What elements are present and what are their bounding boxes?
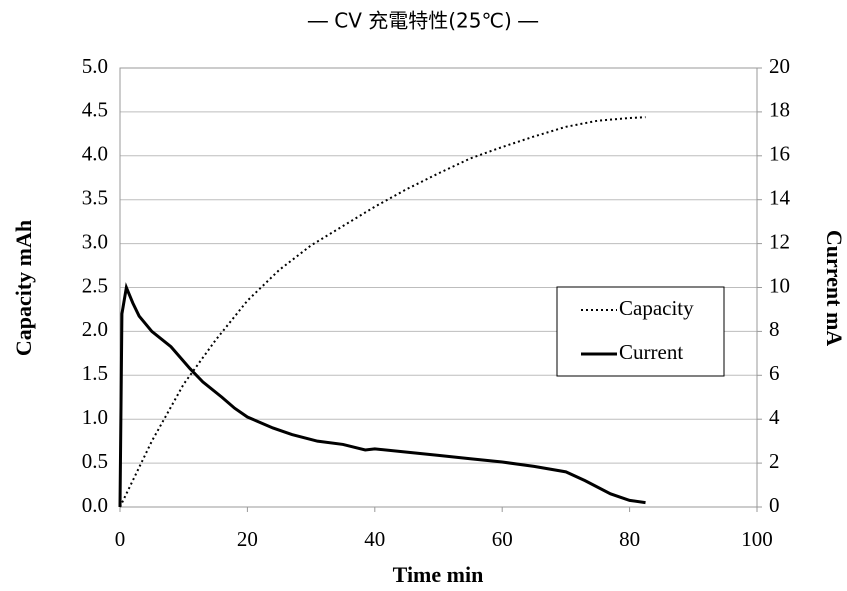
- x-tick-label: 60: [492, 527, 513, 551]
- y2-tick-label: 6: [769, 361, 780, 385]
- y-tick-label: 2.0: [82, 317, 108, 341]
- y-tick-label: 0.5: [82, 449, 108, 473]
- y-tick-label: 1.5: [82, 361, 108, 385]
- x-tick-label: 80: [619, 527, 640, 551]
- y2-tick-label: 10: [769, 273, 790, 297]
- x-tick-label: 100: [741, 527, 773, 551]
- y-tick-label: 3.0: [82, 229, 108, 253]
- y-tick-label: 2.5: [82, 273, 108, 297]
- y2-tick-label: 2: [769, 449, 780, 473]
- y2-tick-label: 4: [769, 405, 780, 429]
- y-axis-label: Capacity mAh: [11, 220, 36, 356]
- legend-label: Current: [619, 340, 683, 364]
- x-tick-label: 40: [364, 527, 385, 551]
- y2-tick-label: 16: [769, 142, 790, 166]
- y2-tick-label: 0: [769, 493, 780, 517]
- x-axis-label: Time min: [393, 562, 484, 587]
- y-tick-label: 1.0: [82, 405, 108, 429]
- y2-axis-label: Current mA: [822, 230, 847, 346]
- y2-tick-label: 20: [769, 54, 790, 78]
- chart-title: ― CV 充電特性(25℃) ―: [308, 9, 538, 33]
- x-tick-label: 20: [237, 527, 258, 551]
- y-tick-label: 5.0: [82, 54, 108, 78]
- series-line: [118, 282, 646, 508]
- y2-tick-label: 18: [769, 98, 790, 122]
- y-tick-label: 4.0: [82, 142, 108, 166]
- legend-box: [556, 286, 725, 377]
- y-tick-label: 3.5: [82, 186, 108, 210]
- legend-label: Capacity: [619, 296, 694, 320]
- series-line: [119, 116, 646, 508]
- y2-tick-label: 14: [769, 186, 791, 210]
- y2-tick-label: 12: [769, 229, 790, 253]
- y2-tick-label: 8: [769, 317, 780, 341]
- plot-frame: [119, 67, 758, 508]
- y-tick-label: 0.0: [82, 493, 108, 517]
- x-tick-label: 0: [115, 527, 126, 551]
- y-tick-label: 4.5: [82, 98, 108, 122]
